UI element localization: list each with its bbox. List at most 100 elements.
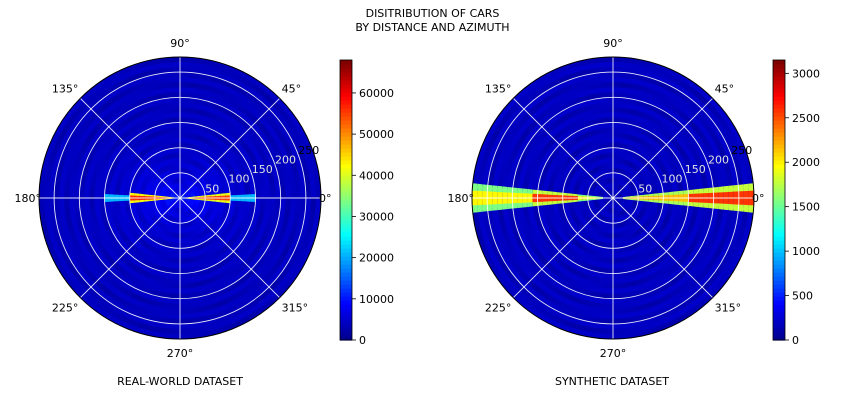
- heatmap-cell: [193, 204, 199, 209]
- heatmap-cell: [208, 207, 214, 211]
- heatmap-cell: [214, 238, 221, 245]
- heatmap-cell: [190, 236, 195, 242]
- heatmap-cell: [212, 240, 219, 247]
- heatmap-cell: [186, 211, 191, 216]
- heatmap-cell: [193, 188, 199, 192]
- heatmap-cell: [186, 179, 190, 185]
- heatmap-cell: [204, 155, 210, 162]
- heatmap-cell: [168, 204, 173, 209]
- heatmap-cell: [193, 203, 199, 207]
- heatmap-cell: [138, 231, 145, 238]
- heatmap-cell: [220, 157, 227, 164]
- heatmap-cell: [181, 188, 185, 194]
- heatmap-cell: [167, 175, 171, 181]
- heatmap-cell: [210, 213, 217, 219]
- colorbar-segment: [340, 264, 352, 269]
- heatmap-cell: [224, 202, 231, 206]
- heatmap-cell: [182, 189, 186, 194]
- heatmap-cell: [154, 153, 160, 159]
- heatmap-cell: [203, 229, 209, 235]
- heatmap-cell: [139, 175, 146, 180]
- heatmap-cell: [151, 148, 158, 155]
- heatmap-cell: [219, 201, 226, 206]
- heatmap-cell: [149, 162, 155, 169]
- heatmap-cell: [186, 205, 191, 210]
- heatmap-cell: [173, 201, 178, 207]
- colorbar-segment: [340, 308, 352, 313]
- heatmap-cell: [213, 164, 220, 170]
- heatmap-cell: [196, 183, 202, 188]
- heatmap-cell: [64, 185, 70, 193]
- heatmap-cell: [204, 200, 211, 203]
- heatmap-cell: [155, 219, 160, 225]
- heatmap-cell: [154, 195, 160, 198]
- heatmap-cell: [172, 201, 177, 205]
- heatmap-cell: [185, 173, 188, 179]
- heatmap-cell: [199, 158, 205, 165]
- heatmap-cell: [209, 236, 216, 243]
- heatmap-cell: [151, 222, 157, 229]
- heatmap-cell: [143, 169, 149, 175]
- heatmap-cell: [175, 167, 178, 174]
- heatmap-cell: [194, 201, 200, 204]
- heatmap-cell: [180, 198, 182, 203]
- heatmap-cell: [182, 178, 185, 184]
- heatmap-cell: [171, 211, 175, 217]
- heatmap-cell: [219, 227, 226, 233]
- heatmap-cell: [203, 186, 209, 191]
- heatmap-cell: [211, 162, 218, 168]
- heatmap-cell: [209, 152, 215, 159]
- heatmap-cell: [208, 185, 214, 189]
- heatmap-cell: [138, 177, 145, 182]
- colorbar-segment: [340, 160, 352, 165]
- heatmap-cell: [139, 239, 146, 246]
- heatmap-cell: [196, 208, 202, 213]
- heatmap-cell: [141, 171, 148, 177]
- heatmap-cell: [213, 233, 220, 240]
- heatmap-cell: [204, 193, 211, 196]
- heatmap-cell: [196, 207, 202, 212]
- heatmap-cell: [202, 241, 209, 248]
- heatmap-cell: [178, 202, 180, 209]
- radial-tick-label: 50: [205, 182, 219, 195]
- heatmap-cell: [215, 166, 221, 172]
- heatmap-cell: [186, 179, 191, 185]
- heatmap-cell: [194, 193, 200, 196]
- heatmap-cell: [222, 151, 229, 158]
- heatmap-cell: [181, 188, 184, 194]
- heatmap-cell: [145, 205, 152, 210]
- heatmap-cell: [173, 183, 177, 189]
- heatmap-cell: [197, 185, 203, 189]
- heatmap-cell: [170, 193, 176, 197]
- heatmap-cell: [150, 177, 156, 182]
- heatmap-cell: [170, 192, 176, 196]
- heatmap-cell: [168, 210, 172, 215]
- heatmap-cell: [186, 221, 190, 228]
- heatmap-cell: [131, 209, 137, 214]
- heatmap-cell: [180, 193, 183, 198]
- heatmap-cell: [184, 194, 190, 197]
- heatmap-cell: [190, 196, 196, 198]
- heatmap-cell: [194, 161, 199, 167]
- heatmap-cell: [260, 201, 266, 207]
- heatmap-cell: [190, 230, 195, 237]
- heatmap-cell: [159, 182, 165, 187]
- heatmap-cell: [188, 202, 194, 205]
- colorbar-tick-label: 30000: [359, 210, 394, 223]
- heatmap-cell: [160, 167, 165, 173]
- heatmap-cell: [149, 245, 156, 253]
- heatmap-cell: [119, 188, 126, 193]
- heatmap-cell: [156, 213, 162, 219]
- heatmap-cell: [155, 141, 161, 148]
- heatmap-cell: [157, 221, 163, 227]
- colorbar-segment: [340, 272, 352, 277]
- heatmap-cell: [207, 208, 213, 213]
- heatmap-cell: [154, 180, 160, 185]
- heatmap-cell: [240, 194, 246, 198]
- heatmap-cell: [171, 191, 177, 196]
- colorbar-segment: [340, 88, 352, 93]
- heatmap-cell: [192, 230, 197, 236]
- heatmap-cell: [220, 199, 226, 203]
- heatmap-cell: [200, 180, 206, 185]
- heatmap-cell: [172, 173, 175, 179]
